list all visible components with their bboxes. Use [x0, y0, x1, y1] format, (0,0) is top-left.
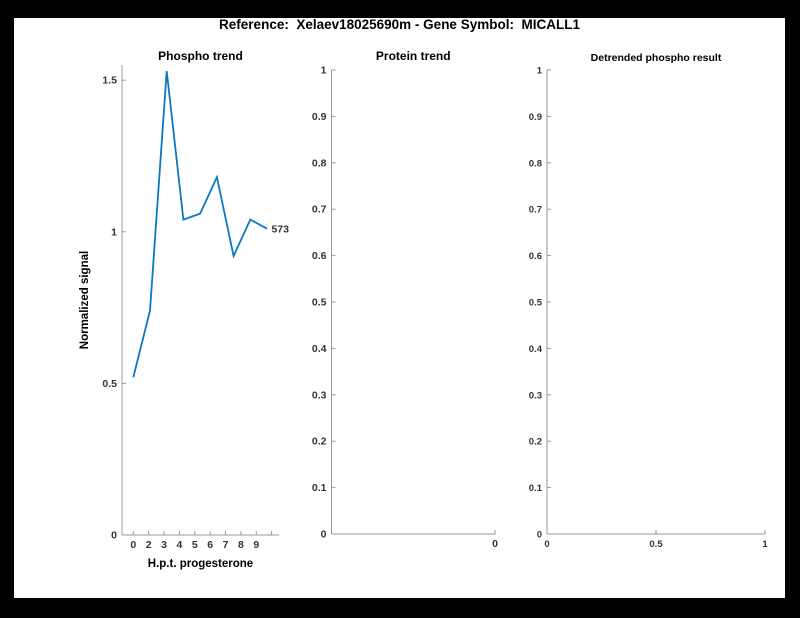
figure-background — [14, 18, 785, 598]
figure-title: Reference: Xelaev18025690m - Gene Symbol… — [219, 17, 580, 32]
